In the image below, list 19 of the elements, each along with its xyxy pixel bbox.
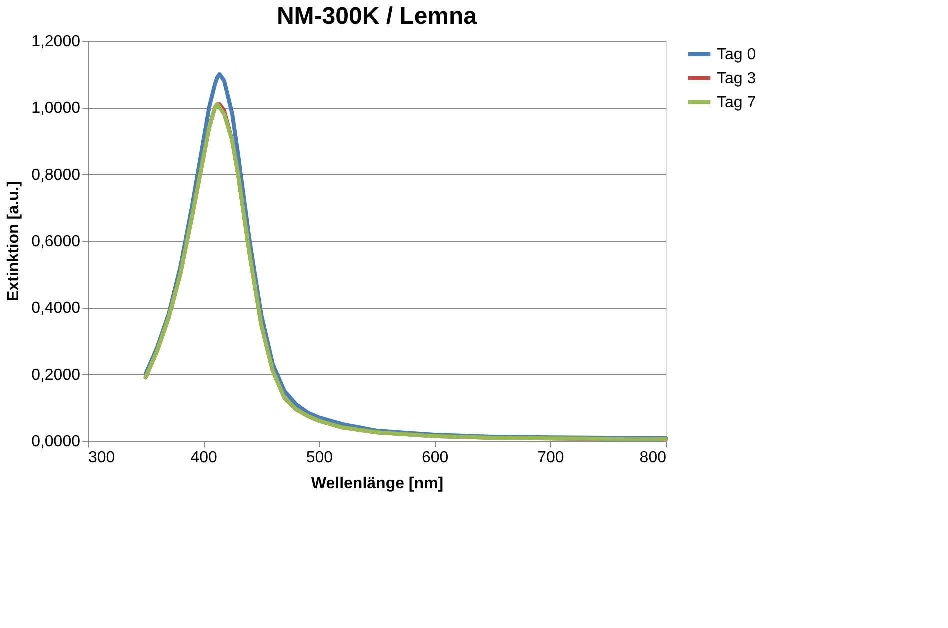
y-axis-title: Extinktion [a.u.] xyxy=(6,182,23,302)
x-tick-label: 600 xyxy=(422,450,449,466)
legend-label: Tag 3 xyxy=(717,70,756,88)
y-tick-label: 1,2000 xyxy=(32,34,81,50)
x-tick-label: 300 xyxy=(88,450,116,466)
x-tick-label: 400 xyxy=(190,450,218,466)
y-tick-label: 0,0000 xyxy=(32,434,81,450)
y-tick-label: 0,4000 xyxy=(32,300,81,318)
y-tick-label: 0,2000 xyxy=(32,366,81,384)
x-axis-title: Wellenlänge [nm] xyxy=(311,476,444,492)
y-tick-label: 1,0000 xyxy=(32,100,81,118)
y-tick-label: 0,8000 xyxy=(32,166,81,184)
x-tick-label: 500 xyxy=(306,450,334,466)
legend-label: Tag 0 xyxy=(717,46,756,64)
x-tick-label: 800 xyxy=(640,450,667,466)
x-tick-label: 700 xyxy=(538,450,564,466)
y-tick-label: 0,6000 xyxy=(32,234,81,250)
legend-label: Tag 7 xyxy=(717,94,756,112)
chart-title: NM-300K / Lemna xyxy=(276,3,478,30)
